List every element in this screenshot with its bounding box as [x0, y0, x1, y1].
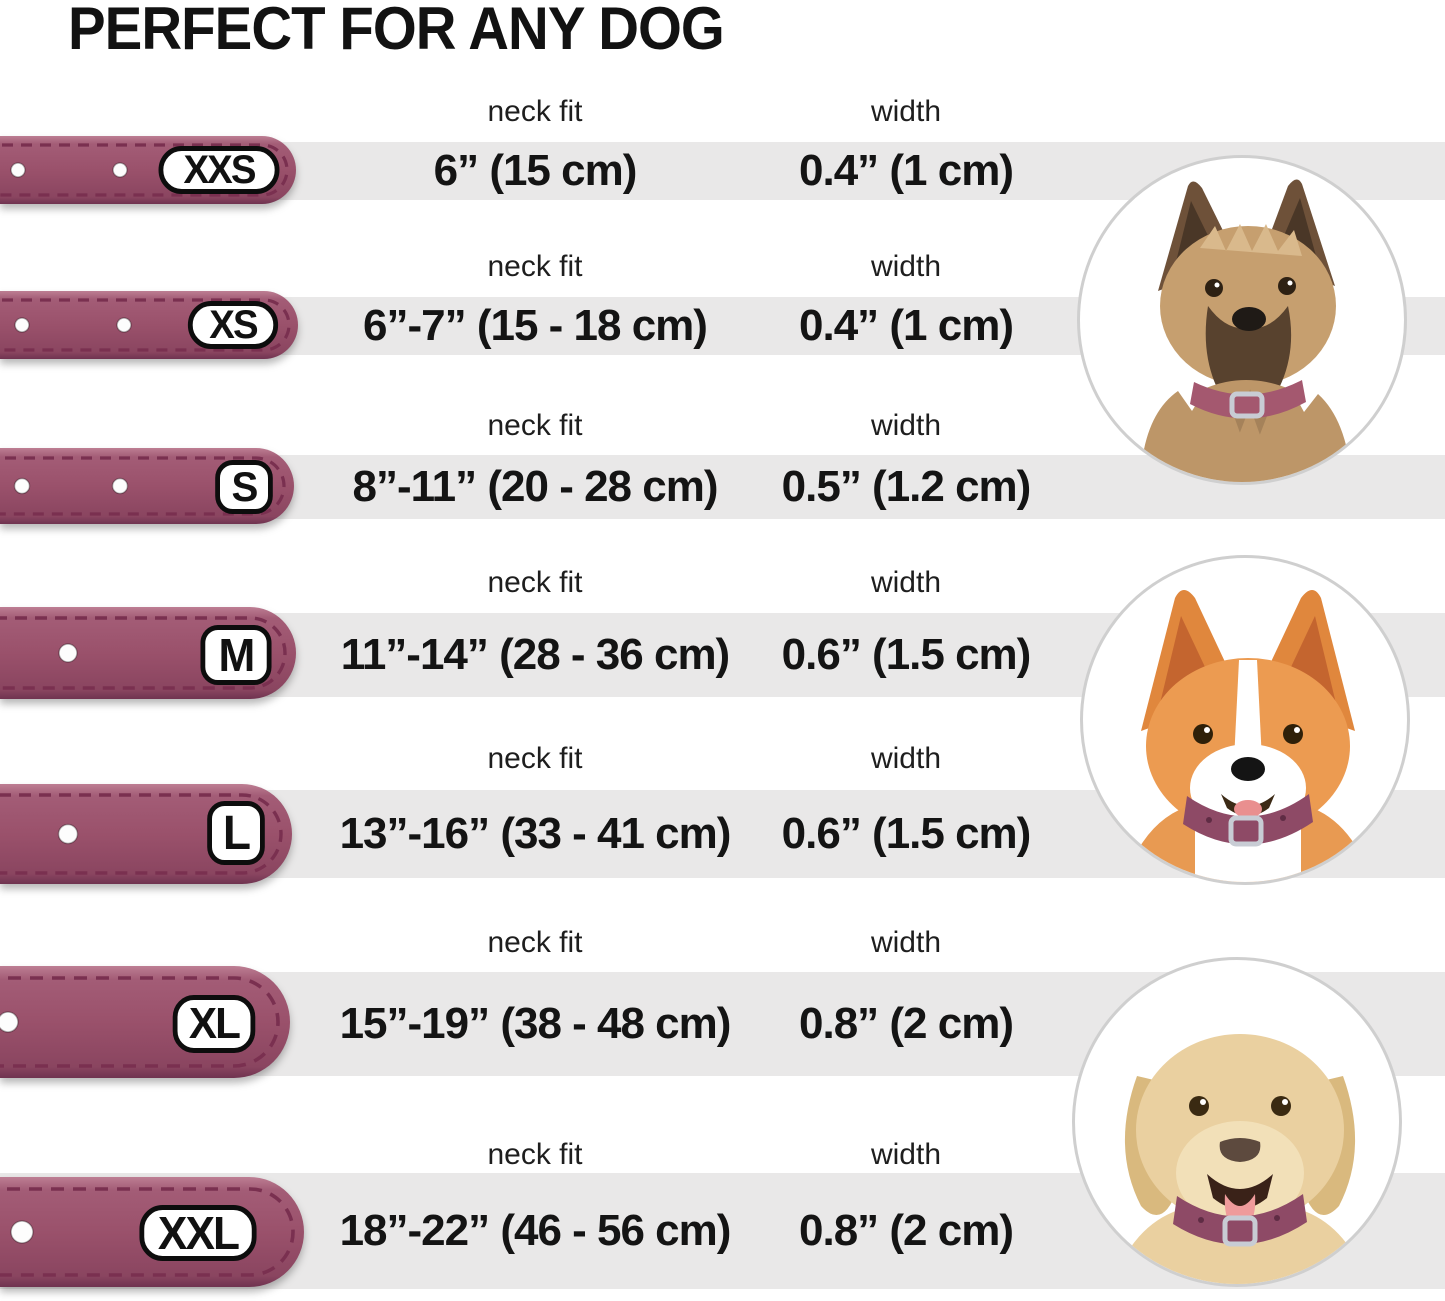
- width-value: 0.6” (1.5 cm): [781, 630, 1032, 679]
- width-label: width: [870, 1138, 942, 1171]
- width-value: 0.6” (1.5 cm): [781, 809, 1032, 858]
- width-value: 0.8” (2 cm): [799, 1206, 1014, 1255]
- size-badge: XXL: [139, 1205, 257, 1261]
- width-label: width: [870, 95, 942, 128]
- width-label: width: [870, 409, 942, 442]
- neck-fit-value: 6” (15 cm): [433, 146, 638, 195]
- neck-fit-value: 11”-14” (28 - 36 cm): [340, 630, 730, 679]
- width-value: 0.4” (1 cm): [799, 301, 1014, 350]
- width-value: 0.4” (1 cm): [799, 146, 1014, 195]
- size-badge: L: [207, 801, 265, 865]
- neck-fit-label: neck fit: [487, 742, 583, 775]
- neck-fit-value: 8”-11” (20 - 28 cm): [352, 462, 719, 511]
- dog-photo-terrier: [1077, 155, 1407, 485]
- neck-fit-label: neck fit: [487, 409, 583, 442]
- width-value: 0.8” (2 cm): [799, 999, 1014, 1048]
- dog-photo-labrador: [1072, 957, 1402, 1287]
- neck-fit-value: 13”-16” (33 - 41 cm): [339, 809, 732, 858]
- neck-fit-label: neck fit: [487, 250, 583, 283]
- neck-fit-label: neck fit: [487, 1138, 583, 1171]
- width-label: width: [870, 566, 942, 599]
- dog-photo-corgi: [1080, 555, 1410, 885]
- size-badge: XS: [187, 301, 279, 349]
- corgi-illustration: [1124, 590, 1372, 882]
- width-label: width: [870, 742, 942, 775]
- size-badge: XXS: [158, 146, 280, 194]
- neck-fit-value: 18”-22” (46 - 56 cm): [339, 1206, 732, 1255]
- width-value: 0.5” (1.2 cm): [781, 462, 1032, 511]
- width-label: width: [870, 926, 942, 959]
- labrador-illustration: [1112, 1034, 1368, 1284]
- width-label: width: [870, 250, 942, 283]
- terrier-illustration: [1140, 179, 1352, 482]
- size-badge: XL: [172, 995, 256, 1053]
- size-badge: M: [200, 625, 272, 685]
- neck-fit-value: 6”-7” (15 - 18 cm): [363, 301, 708, 350]
- size-badge: S: [215, 460, 273, 514]
- neck-fit-value: 15”-19” (38 - 48 cm): [339, 999, 732, 1048]
- page-title: PERFECT FOR ANY DOG: [68, 0, 725, 62]
- neck-fit-label: neck fit: [487, 926, 583, 959]
- neck-fit-label: neck fit: [487, 95, 583, 128]
- neck-fit-label: neck fit: [487, 566, 583, 599]
